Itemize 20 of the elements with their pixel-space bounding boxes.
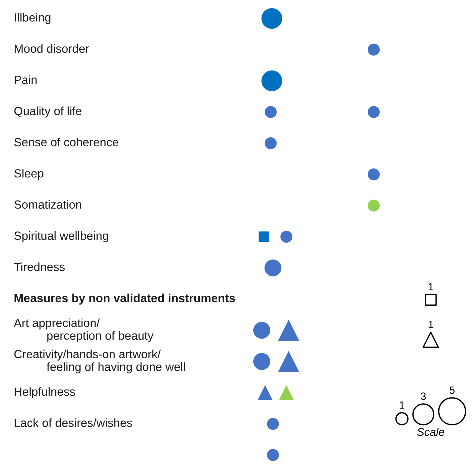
y-tick-label: Illbeing <box>15 13 51 24</box>
y-tick-label: Somatization <box>14 200 82 209</box>
y-tick-label: Helpfulness <box>14 387 76 398</box>
y-tick-label: Pain <box>14 76 37 84</box>
y-tick-label: Creativity/hands-on artwork/ feeling of having done well <box>14 350 186 374</box>
text: 1 <box>428 283 434 291</box>
legend-title: Scale <box>417 428 444 436</box>
text: 1 <box>400 402 405 409</box>
y-tick-label: Sleep <box>14 169 44 180</box>
y-tick-label: Tiredness <box>14 262 65 272</box>
legend-label: 1 <box>428 321 434 328</box>
y-tick-label: Spiritual wellbeing <box>14 231 108 242</box>
y-tick-label: Sense of coherence <box>14 138 118 147</box>
legend-label: 3 <box>421 392 426 400</box>
y-tick-label: Art appreciation/ perception of beauty <box>14 318 154 342</box>
y-tick-label: Measures by non validated instruments <box>14 294 236 305</box>
y-tick-label: Quality of life <box>14 106 82 118</box>
legend-label: 5 <box>450 386 455 394</box>
y-tick-label: Mood disorder <box>14 44 90 54</box>
y-tick-label: Lack of desires/wishes <box>14 418 132 428</box>
